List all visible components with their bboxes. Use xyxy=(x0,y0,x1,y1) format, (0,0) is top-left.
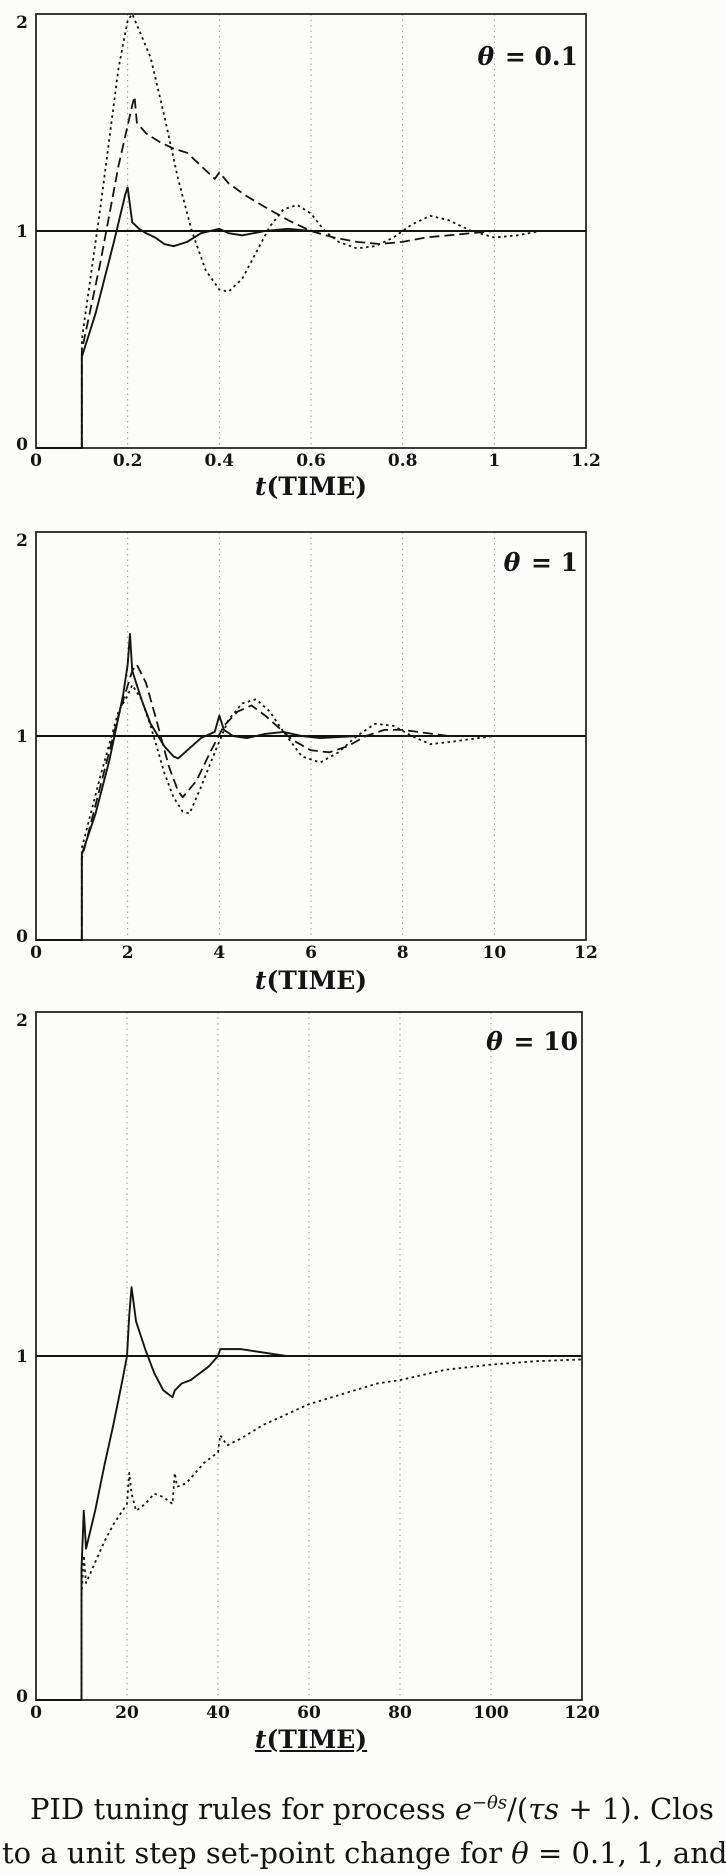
x-tick-label: 0.2 xyxy=(113,451,143,471)
theta-symbol: θ xyxy=(486,1027,503,1056)
x-tick-label: 60 xyxy=(297,1703,321,1723)
chart-canvas-theta-10: 0 20 40 60 80 100 120 0 1 2 xyxy=(16,1011,600,1723)
theta-value: = 0.1 xyxy=(496,42,578,71)
theta-annotation: θ = 10 xyxy=(486,1027,578,1056)
response-plot-theta-0p1: 0 0.2 0.4 0.6 0.8 1 1.2 0 1 2 θ = 0.1 t(TIME) xyxy=(0,0,726,510)
y-tick-label: 0 xyxy=(16,435,28,455)
x-tick-label: 6 xyxy=(305,943,317,963)
caption-text: /( xyxy=(507,1792,529,1826)
series-solid-curve xyxy=(36,186,586,449)
y-tick-label: 0 xyxy=(16,1687,28,1707)
x-tick-label: 80 xyxy=(388,1703,412,1723)
x-tick-label: 0.4 xyxy=(205,451,235,471)
caption-text: = 0.1, 1, and xyxy=(528,1836,726,1870)
caption-text: + 1). Clos xyxy=(559,1792,714,1826)
x-tick-label: 2 xyxy=(122,943,134,963)
caption-math-e: e xyxy=(454,1792,472,1826)
caption-line-1: PID tuning rules for process e−θs/(τs + … xyxy=(0,1787,726,1831)
x-tick-label: 0 xyxy=(30,943,42,963)
x-axis-label-var: t xyxy=(254,966,267,995)
series-short-dash-curve xyxy=(36,684,586,941)
theta-symbol: θ xyxy=(477,42,495,71)
x-tick-label: 10 xyxy=(482,943,506,963)
y-tick-label: 1 xyxy=(16,222,28,242)
caption-text: PID tuning rules for process xyxy=(30,1792,455,1826)
x-tick-label: 20 xyxy=(115,1703,139,1723)
y-tick-label: 1 xyxy=(16,1347,28,1367)
caption-math-exponent-text: −θs xyxy=(471,1792,508,1814)
series-long-dash-curve xyxy=(36,663,586,941)
x-tick-label: 120 xyxy=(564,1703,600,1723)
series-short-dash-curve xyxy=(36,1358,582,1701)
caption-math-theta: θ xyxy=(511,1836,529,1870)
series-long-dash-curve xyxy=(36,95,586,449)
x-tick-label: 100 xyxy=(473,1703,509,1723)
series-solid-curve xyxy=(36,633,586,941)
y-tick-label: 2 xyxy=(16,13,28,33)
x-tick-label: 8 xyxy=(397,943,409,963)
y-tick-label: 1 xyxy=(16,727,28,747)
x-tick-label: 0 xyxy=(30,1703,42,1723)
series-short-dash-curve xyxy=(36,13,586,449)
response-plot-theta-1: 0 2 4 6 8 10 12 0 1 2 θ = 1 t(TIME) xyxy=(0,510,726,1005)
theta-value: = 10 xyxy=(504,1027,578,1056)
x-axis-label-rest: (TIME) xyxy=(266,472,368,501)
caption-math-exponent: −θs xyxy=(472,1792,507,1813)
theta-annotation: θ = 0.1 xyxy=(477,42,578,71)
x-tick-label: 1.2 xyxy=(571,451,601,471)
figure-caption: PID tuning rules for process e−θs/(τs + … xyxy=(0,1787,726,1875)
x-tick-label: 0 xyxy=(30,451,42,471)
x-tick-label: 12 xyxy=(574,943,598,963)
y-tick-label: 2 xyxy=(16,1011,28,1031)
theta-annotation: θ = 1 xyxy=(504,548,578,577)
x-tick-label: 40 xyxy=(206,1703,230,1723)
x-tick-label: 0.8 xyxy=(388,451,418,471)
x-axis-label-rest: (TIME) xyxy=(266,966,368,995)
caption-math-tau-s: τs xyxy=(528,1792,560,1826)
x-axis-label-var: t xyxy=(254,1725,267,1754)
x-axis-label: t(TIME) xyxy=(36,472,586,501)
x-tick-label: 1 xyxy=(488,451,500,471)
x-tick-label: 4 xyxy=(213,943,225,963)
series-solid-curve xyxy=(36,1286,582,1701)
x-axis-label: t(TIME) xyxy=(36,966,586,995)
caption-text: to a unit step set-point change for xyxy=(2,1836,512,1870)
y-tick-label: 0 xyxy=(16,927,28,947)
theta-value: = 1 xyxy=(522,548,578,577)
x-tick-label: 0.6 xyxy=(296,451,326,471)
x-axis-label-var: t xyxy=(254,472,267,501)
caption-line-2: to a unit step set-point change for θ = … xyxy=(0,1831,726,1875)
x-axis-label: t(TIME) xyxy=(36,1725,586,1754)
x-axis-label-rest: (TIME) xyxy=(266,1725,368,1754)
chart-canvas-theta-0p1: 0 0.2 0.4 0.6 0.8 1 1.2 0 1 2 xyxy=(16,13,601,471)
y-tick-label: 2 xyxy=(16,531,28,551)
theta-symbol: θ xyxy=(503,548,521,577)
response-plot-theta-10: 0 20 40 60 80 100 120 0 1 2 θ = 10 t(TIME) xyxy=(0,1005,726,1775)
